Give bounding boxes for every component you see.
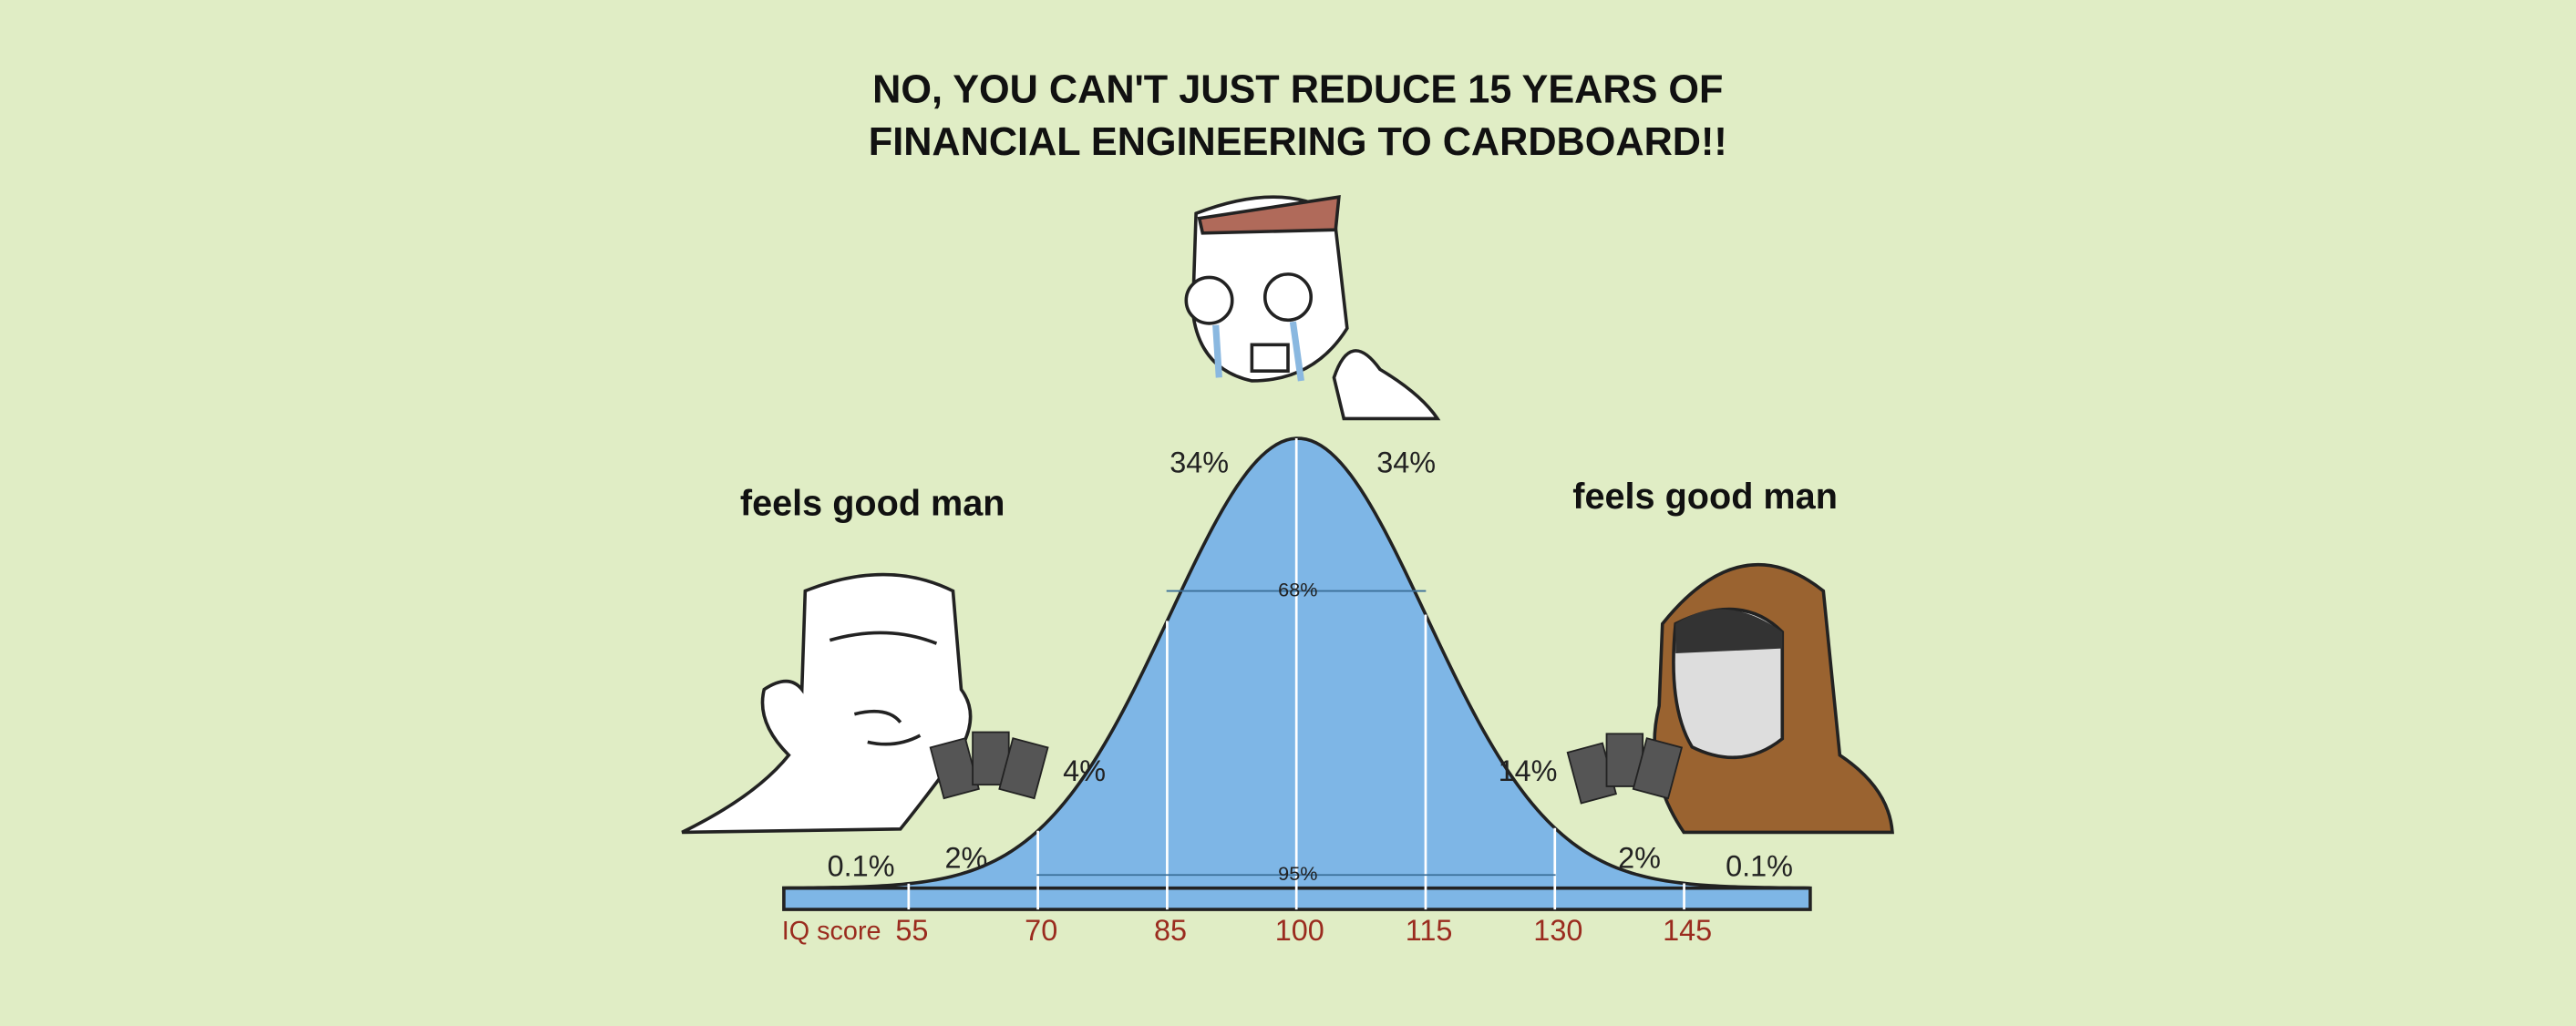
tick-label: 70 <box>1025 914 1057 947</box>
percent-label: 14% <box>1499 754 1558 787</box>
percent-label: 4% <box>1063 754 1106 787</box>
percent-label: 68% <box>1278 578 1317 600</box>
title-line: FINANCIAL ENGINEERING TO CARDBOARD!! <box>869 120 1727 164</box>
tick-label: 115 <box>1406 914 1453 947</box>
tick-label: 55 <box>895 914 928 947</box>
tick-label: 85 <box>1154 914 1187 947</box>
caption: feels good man <box>740 483 1005 523</box>
percent-label: 2% <box>944 842 987 875</box>
crying-character <box>1184 195 1441 421</box>
tick-label: 130 <box>1533 914 1582 947</box>
percent-label: 34% <box>1170 446 1229 478</box>
percent-label: 95% <box>1278 862 1317 885</box>
wojak-character <box>681 572 1049 835</box>
tick-label: 145 <box>1663 914 1712 947</box>
hooded-character <box>1566 563 1894 835</box>
percent-label: 0.1% <box>1726 850 1793 883</box>
tick-labels: 55 70 85 100 115 130 145 <box>895 914 1712 947</box>
percent-label: 34% <box>1376 446 1436 478</box>
caption: feels good man <box>1572 477 1838 517</box>
percent-label: 2% <box>1618 842 1661 875</box>
percent-label: 0.1% <box>828 850 895 883</box>
dividers <box>907 438 1685 910</box>
axis-label: IQ score <box>782 917 881 946</box>
title-line: NO, YOU CAN'T JUST REDUCE 15 YEARS OF <box>872 67 1723 111</box>
tick-label: 100 <box>1275 914 1324 947</box>
